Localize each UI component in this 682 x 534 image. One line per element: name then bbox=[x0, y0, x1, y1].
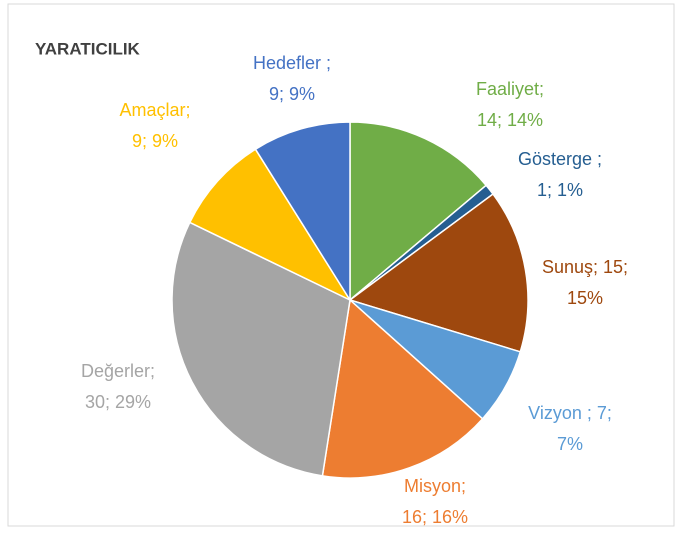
data-label: Amaçlar; bbox=[119, 100, 190, 120]
pie-slice bbox=[254, 121, 351, 303]
data-label: Gösterge ; bbox=[518, 149, 602, 169]
data-label: 30; 29% bbox=[85, 392, 151, 412]
pie-slice bbox=[188, 148, 353, 302]
data-label: 16; 16% bbox=[402, 507, 468, 527]
pie-slice bbox=[171, 221, 351, 477]
data-label: 9; 9% bbox=[269, 84, 315, 104]
data-label: 1; 1% bbox=[537, 180, 583, 200]
data-label: Değerler; bbox=[81, 361, 155, 381]
data-label: Vizyon ; 7; bbox=[528, 403, 612, 423]
data-label: 9; 9% bbox=[132, 131, 178, 151]
data-label: 7% bbox=[557, 434, 583, 454]
data-label: Sunuş; 15; bbox=[542, 257, 628, 277]
data-label: Faaliyet; bbox=[476, 79, 544, 99]
data-label: Misyon; bbox=[404, 476, 466, 496]
data-label: 14; 14% bbox=[477, 110, 543, 130]
data-label: Hedefler ; bbox=[253, 53, 331, 73]
pie-slice bbox=[349, 121, 488, 302]
chart-title: YARATICILIK bbox=[35, 39, 141, 58]
pie-slice bbox=[321, 298, 484, 479]
pie-slice bbox=[348, 192, 529, 353]
data-label: 15% bbox=[567, 288, 603, 308]
